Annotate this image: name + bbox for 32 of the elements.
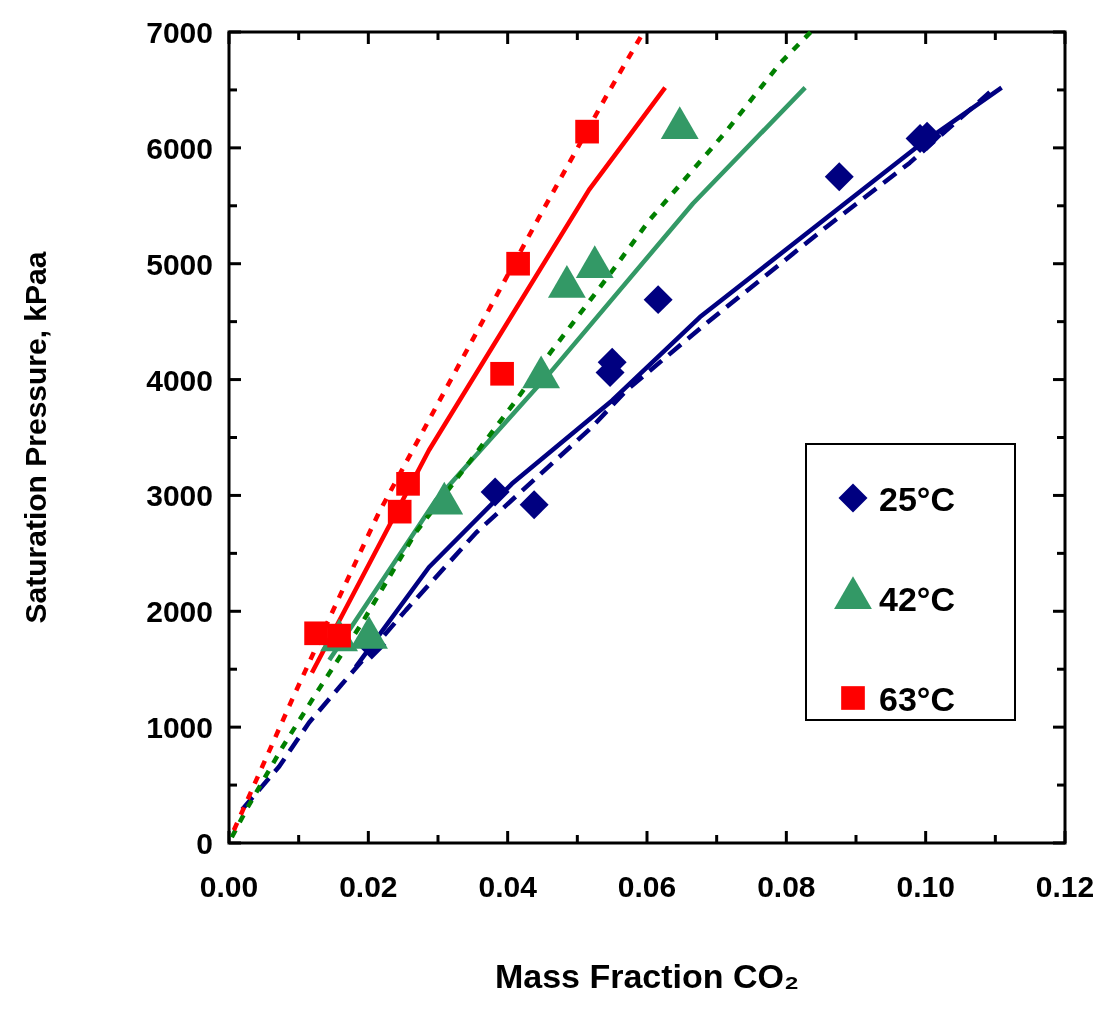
y-tick-label: 4000 xyxy=(146,363,213,397)
point xyxy=(490,361,514,386)
legend-label: 25°C xyxy=(879,480,955,518)
x-tick-label: 0.06 xyxy=(617,870,677,903)
y-tick-label: 6000 xyxy=(146,131,213,165)
x-tick-label: 0.10 xyxy=(896,870,955,903)
y-tick-label: 7000 xyxy=(146,16,213,49)
point xyxy=(643,285,673,315)
x-tick-label: 0.08 xyxy=(757,870,816,903)
x-tick-label: 0.12 xyxy=(1035,870,1095,903)
point xyxy=(387,499,412,524)
point xyxy=(506,251,530,276)
y-tick-label: 1000 xyxy=(146,711,213,745)
y-axis-title: Saturation Pressure, kPaa xyxy=(19,251,52,624)
y-tick-label: 3000 xyxy=(146,479,213,513)
y-tick-label: 5000 xyxy=(146,247,213,281)
point xyxy=(480,477,510,507)
x-tick-label: 0.02 xyxy=(339,870,398,903)
legend-label: 63°C xyxy=(879,680,955,718)
point xyxy=(519,490,549,520)
y-tick-label: 0 xyxy=(196,827,213,860)
x-axis-title: Mass Fraction CO₂ xyxy=(494,957,800,995)
point xyxy=(824,162,854,192)
legend-label: 42°C xyxy=(879,580,955,618)
point xyxy=(575,119,599,144)
line-series xyxy=(309,85,668,675)
x-tick-label: 0.04 xyxy=(478,870,538,903)
line-series xyxy=(229,29,813,840)
x-tick-label: 0.00 xyxy=(199,870,259,903)
point xyxy=(396,472,420,496)
point xyxy=(304,621,328,646)
y-tick-label: 2000 xyxy=(146,595,213,629)
